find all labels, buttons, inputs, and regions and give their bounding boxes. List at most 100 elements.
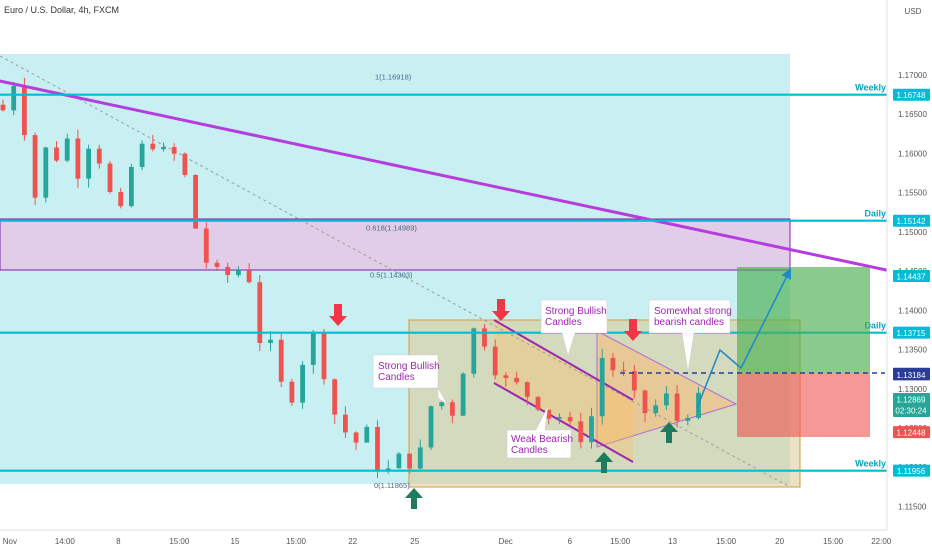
annotation-text: Strong Bullish Candles [545, 306, 607, 328]
projection-path [696, 268, 791, 409]
x-tick-label: 25 [410, 537, 419, 546]
candle [674, 385, 680, 428]
candle [129, 163, 134, 208]
candle [642, 389, 648, 423]
level-label: Daily [864, 209, 886, 219]
candle [535, 396, 541, 412]
currency-label: USD [905, 7, 922, 16]
stop-box [737, 373, 870, 437]
y-tick-label: 1.16500 [898, 110, 927, 119]
candle [503, 372, 509, 387]
level-price-badge: 1.11956 [893, 464, 930, 477]
annotation-strong-bullish-1: Strong Bullish Candles [372, 354, 448, 405]
level-price-badge: 1.13715 [893, 326, 930, 339]
x-tick-label: Nov [3, 537, 17, 546]
candle [118, 187, 124, 209]
annotation-strong-bullish-2: Strong Bullish Candles [540, 299, 608, 357]
arrow-up-icon [595, 452, 613, 473]
y-tick-label: 1.11500 [898, 502, 927, 511]
candle [375, 420, 380, 479]
signal-arrows [329, 299, 678, 509]
candle [86, 144, 91, 188]
annotation-somewhat-bearish: Somewhat strong bearish candles [648, 299, 732, 373]
fib-labels: 1(1.16918) 0.618(1.14989) 0.5(1.14393) 0(1.… [366, 72, 417, 489]
candle [631, 365, 637, 399]
arrow-down-icon [624, 319, 642, 341]
candle [471, 327, 477, 378]
x-tick-label: 15:00 [823, 537, 844, 546]
level-label: Weekly [855, 459, 886, 469]
candle [653, 399, 659, 417]
candle [171, 143, 177, 161]
time-scale[interactable]: Nov 14:00 8 15:00 15 15:00 22 25 Dec 6 15:00 13 15:0… [0, 529, 932, 550]
candle [321, 329, 327, 385]
candle [439, 401, 445, 410]
annotation-text: Weak Bearish Candles [511, 434, 573, 456]
candle [75, 129, 81, 188]
candle [203, 222, 209, 269]
fib-label: 0.5(1.14393) [370, 270, 413, 279]
candle [610, 353, 616, 377]
candle [139, 140, 145, 171]
level-price-badge: 1.16748 [893, 88, 930, 101]
candle [460, 372, 466, 416]
svg-text:1.13715: 1.13715 [897, 329, 926, 338]
candle [450, 399, 455, 424]
candle [225, 262, 231, 283]
x-tick-label: 15:00 [286, 537, 307, 546]
candle [310, 329, 316, 374]
candle [664, 386, 669, 411]
level-label: Daily [864, 321, 886, 331]
svg-text:1.14437: 1.14437 [897, 273, 926, 282]
candle [514, 371, 519, 385]
candle [428, 405, 434, 451]
price-badge: 1.14437 [893, 270, 930, 283]
arrow-up-icon [660, 422, 678, 443]
candle [524, 381, 530, 406]
svg-text:1.16748: 1.16748 [897, 91, 926, 100]
y-tick-label: 1.15000 [898, 228, 927, 237]
target-box [737, 267, 870, 373]
candle [546, 409, 552, 425]
position-tool[interactable] [620, 267, 885, 437]
annotation-text: Somewhat strong bearish candles [654, 306, 732, 328]
candle [599, 348, 605, 425]
candle [567, 412, 573, 426]
annotations: Strong Bullish Candles Weak Bearish Candle… [372, 299, 732, 459]
candle [182, 152, 188, 178]
bear-channel [494, 320, 633, 462]
candle [43, 146, 49, 203]
channel-bottom [493, 382, 634, 463]
candle [492, 339, 498, 380]
candle [32, 132, 38, 206]
svg-text:1.15142: 1.15142 [897, 217, 926, 226]
x-tick-label: 22 [348, 537, 357, 546]
candle [332, 378, 338, 424]
x-tick-label: 15:00 [716, 537, 737, 546]
fib-label: 0(1.11865) [374, 481, 410, 490]
candle [0, 99, 6, 112]
svg-text:1.13184: 1.13184 [897, 371, 926, 380]
candle [257, 275, 263, 352]
candle [482, 323, 487, 351]
svg-text:1.12869: 1.12869 [897, 396, 926, 405]
candle [589, 407, 594, 449]
candle [150, 134, 156, 152]
candle [685, 414, 691, 426]
background-zones [0, 54, 801, 488]
svg-text:02:30:24: 02:30:24 [895, 407, 927, 416]
candle [417, 439, 423, 470]
arrow-up-icon [405, 488, 423, 509]
candle [107, 160, 113, 194]
annotation-text: Strong Bullish Candles [378, 361, 440, 383]
x-tick-label: 13 [668, 537, 677, 546]
arrow-down-icon [329, 304, 347, 326]
price-scale[interactable]: USD 1.17000 1.16500 1.16000 1.15500 1.15000 1… [886, 0, 932, 550]
svg-text:1.12448: 1.12448 [897, 429, 926, 438]
candle [96, 144, 102, 169]
candle [343, 406, 348, 439]
candle [396, 452, 402, 469]
x-tick-label: 15:00 [169, 537, 190, 546]
price-badge: 1.12869 02:30:24 [893, 393, 930, 418]
